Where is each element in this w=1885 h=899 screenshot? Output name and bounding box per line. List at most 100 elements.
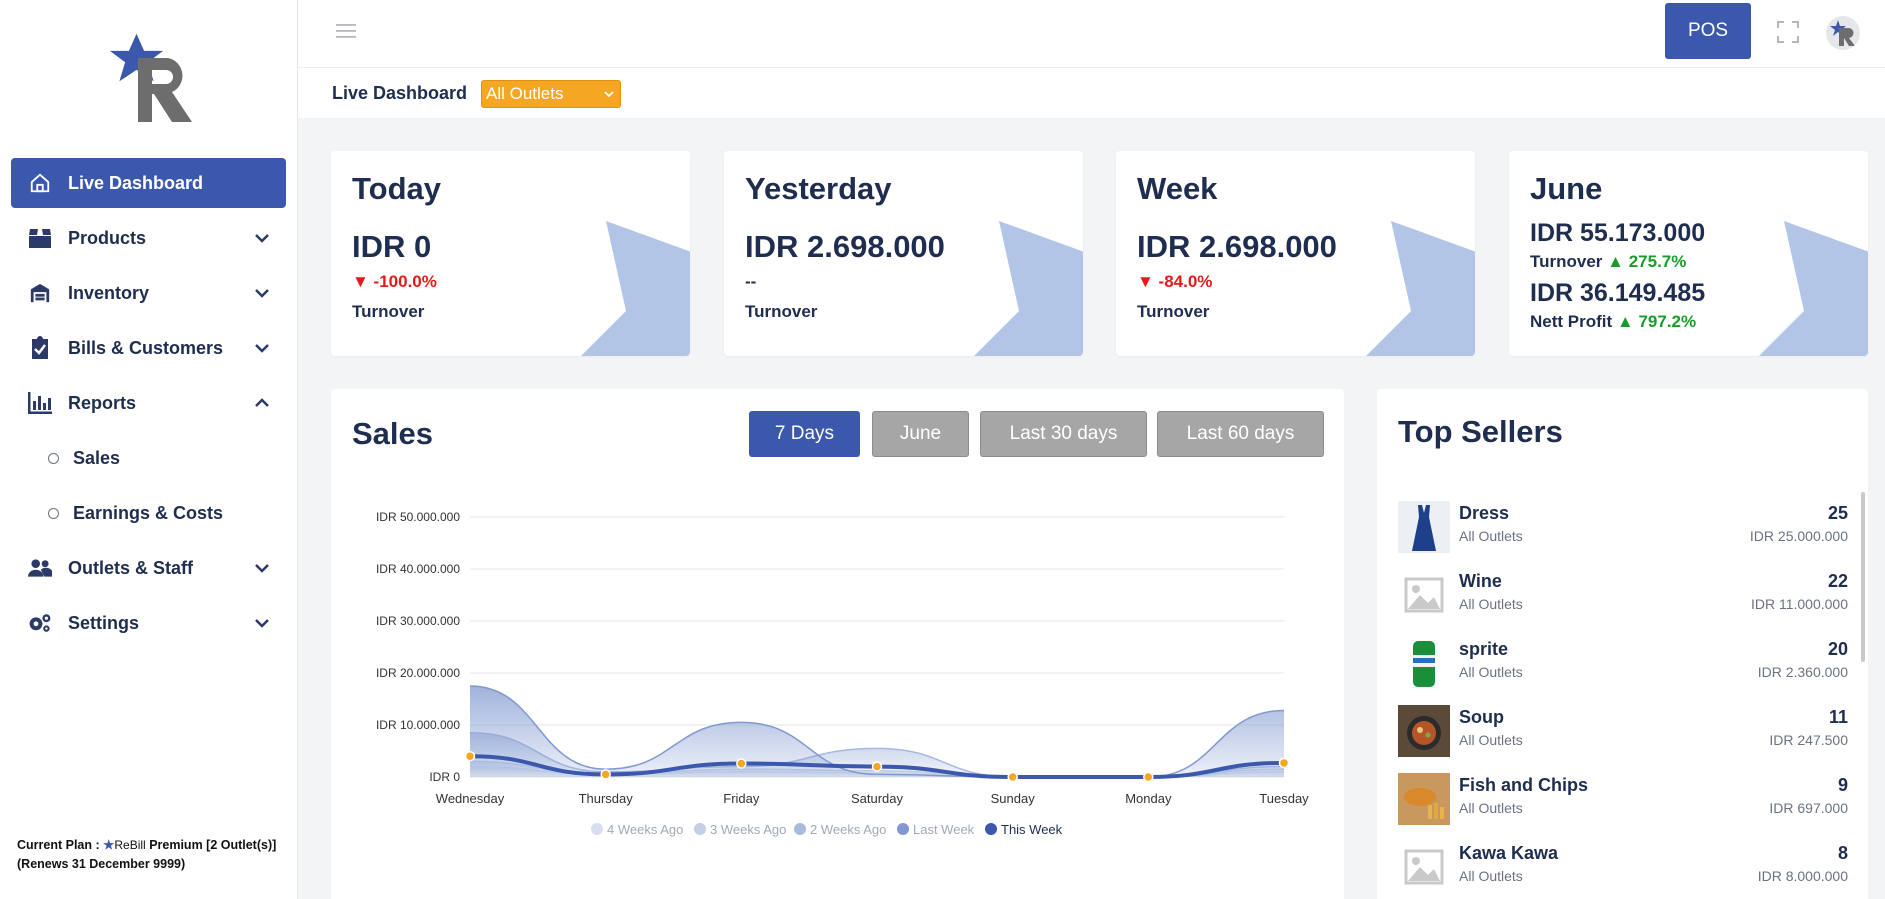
top-sellers-title: Top Sellers (1398, 414, 1563, 449)
data-point[interactable] (736, 758, 747, 769)
month-turnover-value: IDR 55.173.000 (1530, 219, 1706, 247)
month-turnover-change: ▲ 275.7% (1607, 252, 1687, 271)
data-point[interactable] (1278, 757, 1290, 769)
hamburger-menu-icon[interactable] (336, 22, 356, 40)
top-seller-row[interactable]: sprite All Outlets 20 IDR 2.360.000 (1398, 635, 1848, 689)
x-tick-label: Friday (723, 791, 760, 806)
range-7-days-button[interactable]: 7 Days (749, 411, 860, 457)
sidebar-item-live-dashboard[interactable]: Live Dashboard (11, 158, 286, 208)
range-last-60-days-button[interactable]: Last 60 days (1157, 411, 1324, 457)
card-change: -- (745, 272, 757, 291)
warehouse-icon (28, 281, 52, 305)
product-thumbnail (1398, 841, 1450, 893)
product-outlet: All Outlets (1459, 664, 1523, 680)
legend-label[interactable]: 2 Weeks Ago (810, 822, 886, 837)
card-title: June (1530, 171, 1603, 206)
circle-icon (48, 452, 59, 464)
chevron-down-icon (255, 289, 269, 298)
product-amount: IDR 247.500 (1769, 732, 1848, 748)
legend-label[interactable]: 3 Weeks Ago (710, 822, 786, 837)
product-amount: IDR 25.000.000 (1749, 528, 1848, 544)
month-profit-change: ▲ 797.2% (1616, 312, 1697, 331)
chevron-down-icon (604, 91, 614, 98)
x-tick-label: Thursday (579, 791, 634, 806)
legend-label[interactable]: Last Week (913, 822, 975, 837)
top-seller-row[interactable]: Wine All Outlets 22 IDR 11.000.000 (1398, 567, 1848, 621)
sidebar-nav: Live Dashboard Products Inventory Bills … (11, 158, 286, 653)
card-title: Yesterday (745, 171, 892, 206)
product-thumbnail (1398, 773, 1450, 825)
data-point[interactable] (1143, 771, 1154, 783)
product-quantity: 22 (1827, 571, 1848, 591)
legend-label[interactable]: This Week (1001, 822, 1063, 837)
product-outlet: All Outlets (1459, 868, 1523, 884)
series-area (470, 686, 1284, 777)
range-june-button[interactable]: June (872, 411, 969, 457)
legend-marker[interactable] (694, 823, 706, 835)
sidebar-item-settings[interactable]: Settings (11, 598, 286, 648)
product-amount: IDR 11.000.000 (1750, 596, 1848, 612)
x-tick-label: Monday (1125, 791, 1172, 806)
data-point[interactable] (1007, 771, 1018, 783)
star-decoration-icon (974, 221, 1083, 356)
sidebar-item-outlets-staff[interactable]: Outlets & Staff (11, 543, 286, 593)
stat-card-month: June IDR 55.173.000 Turnover ▲ 275.7% ID… (1509, 151, 1868, 356)
sidebar-item-label: Reports (68, 392, 137, 413)
legend-label[interactable]: 4 Weeks Ago (607, 822, 683, 837)
sidebar-item-label: Live Dashboard (68, 172, 204, 193)
product-name: Soup (1459, 707, 1504, 727)
avatar[interactable] (1826, 16, 1860, 50)
legend-marker[interactable] (897, 823, 909, 835)
product-outlet: All Outlets (1459, 800, 1523, 816)
scrollbar[interactable] (1861, 492, 1865, 662)
sidebar-item-label: Outlets & Staff (68, 557, 194, 578)
product-thumbnail (1398, 637, 1450, 689)
plan-brand: ReBill (114, 838, 146, 852)
product-quantity: 11 (1828, 707, 1848, 727)
top-seller-row[interactable]: Dress All Outlets 25 IDR 25.000.000 (1398, 499, 1848, 553)
product-name: Wine (1459, 571, 1502, 591)
sidebar-subitem-sales[interactable]: Sales (11, 433, 286, 483)
top-seller-row[interactable]: Fish and Chips All Outlets 9 IDR 697.000 (1398, 771, 1848, 825)
product-quantity: 8 (1837, 843, 1848, 863)
product-outlet: All Outlets (1459, 732, 1523, 748)
sidebar-item-reports[interactable]: Reports (11, 378, 286, 428)
sidebar-item-products[interactable]: Products (11, 213, 286, 263)
product-amount: IDR 2.360.000 (1757, 664, 1848, 680)
outlet-select[interactable]: All Outlets (481, 80, 621, 108)
product-thumbnail (1398, 569, 1450, 621)
card-change: ▼ -84.0% (1137, 272, 1213, 291)
legend-marker[interactable] (794, 823, 806, 835)
top-seller-row[interactable]: Kawa Kawa All Outlets 8 IDR 8.000.000 (1398, 839, 1848, 893)
range-last-30-days-button[interactable]: Last 30 days (980, 411, 1147, 457)
sidebar-item-inventory[interactable]: Inventory (11, 268, 286, 318)
legend-marker[interactable] (985, 823, 997, 835)
top-seller-row[interactable]: Soup All Outlets 11 IDR 247.500 (1398, 703, 1848, 757)
sales-title: Sales (352, 416, 434, 451)
card-label: Turnover (1137, 302, 1210, 321)
card-value: IDR 2.698.000 (1137, 229, 1337, 264)
chevron-down-icon (255, 564, 269, 573)
sidebar-item-bills-customers[interactable]: Bills & Customers (11, 323, 286, 373)
sidebar-subitem-earnings-costs[interactable]: Earnings & Costs (11, 488, 286, 538)
data-point[interactable] (871, 761, 883, 772)
fullscreen-icon[interactable] (1776, 20, 1800, 44)
star-decoration-icon (581, 221, 690, 356)
chevron-down-icon (255, 234, 269, 243)
users-icon (28, 556, 52, 580)
legend-marker[interactable] (591, 823, 603, 835)
data-point[interactable] (600, 769, 611, 780)
month-profit-label: Nett Profit (1530, 312, 1613, 331)
chevron-up-icon (255, 398, 269, 407)
product-name: sprite (1459, 639, 1509, 659)
dashboard-subbar: Live Dashboard All Outlets (298, 68, 1885, 118)
data-point[interactable] (464, 750, 476, 762)
sales-chart: IDR 0 IDR 10.000.000 IDR 20.000.000 IDR 30.… (376, 510, 1309, 837)
card-label: Turnover (745, 302, 818, 321)
rebill-logo[interactable] (104, 28, 204, 124)
pos-button[interactable]: POS (1665, 3, 1751, 59)
y-tick-label: IDR 40.000.000 (376, 562, 460, 576)
current-plan: Current Plan : ★ReBill Premium [2 Outlet… (17, 836, 276, 874)
month-turnover-row: Turnover ▲ 275.7% (1530, 252, 1686, 272)
card-title: Today (352, 171, 441, 206)
